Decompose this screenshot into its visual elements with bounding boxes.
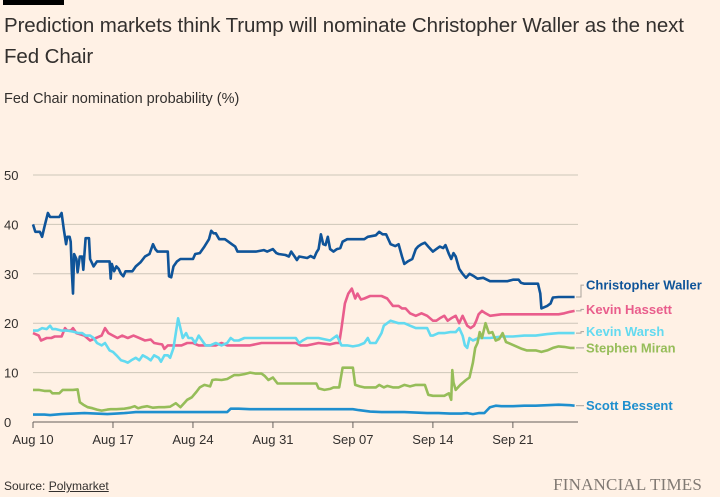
- series-label-stephen-miran: Stephen Miran: [586, 340, 676, 355]
- y-tick-label: 20: [4, 316, 18, 331]
- chart-subtitle: Fed Chair nomination probability (%): [4, 91, 240, 107]
- source-note: Source: Polymarket: [4, 479, 109, 493]
- x-tick-label: Aug 31: [252, 432, 293, 447]
- series-label-kevin-warsh: Kevin Warsh: [586, 324, 664, 339]
- x-tick-label: Aug 24: [172, 432, 213, 447]
- brand-top-bar: [3, 0, 64, 5]
- chart-title: Prediction markets think Trump will nomi…: [4, 14, 684, 68]
- series-line-stephen-miran: [33, 321, 575, 412]
- x-tick-label: Aug 10: [12, 432, 53, 447]
- y-axis: 0 10 20 30 40 50: [4, 168, 18, 430]
- series-label-kevin-hassett: Kevin Hassett: [586, 302, 673, 317]
- y-tick-label: 0: [4, 415, 11, 430]
- series-label-christopher-waller: Christopher Waller: [586, 278, 702, 293]
- x-axis: Aug 10 Aug 17 Aug 24 Aug 31 Sep 07 Sep 14 Sep …: [12, 421, 578, 447]
- x-tick-label: Aug 17: [92, 432, 133, 447]
- series-lines: [31, 211, 575, 417]
- source-link[interactable]: Polymarket: [48, 479, 109, 493]
- leader-line-kevin-hassett: [576, 308, 584, 312]
- source-prefix: Source:: [4, 479, 49, 493]
- series-label-scott-bessent: Scott Bessent: [586, 398, 673, 413]
- x-tick-label: Sep 21: [492, 432, 533, 447]
- y-tick-label: 30: [4, 267, 18, 282]
- y-tick-label: 40: [4, 217, 18, 232]
- series-line-scott-bessent: [33, 403, 575, 417]
- series-line-kevin-warsh: [33, 317, 575, 364]
- line-chart: 0 10 20 30 40 50 Aug 10 Aug 17 Aug 24 Aug 31 Sep …: [4, 168, 702, 447]
- ft-logo: FINANCIAL TIMES: [553, 475, 702, 494]
- series-line-kevin-hassett: [32, 287, 575, 351]
- gridlines: [33, 174, 578, 374]
- leader-line-christopher-waller: [576, 284, 584, 298]
- y-tick-label: 50: [4, 168, 18, 183]
- x-tick-label: Sep 07: [332, 432, 373, 447]
- y-tick-label: 10: [4, 366, 18, 381]
- x-tick-label: Sep 14: [412, 432, 453, 447]
- leader-line-kevin-warsh: [576, 331, 584, 334]
- series-labels: Christopher Waller Kevin Hassett Kevin War…: [576, 278, 702, 413]
- series-line-christopher-waller: [31, 211, 575, 310]
